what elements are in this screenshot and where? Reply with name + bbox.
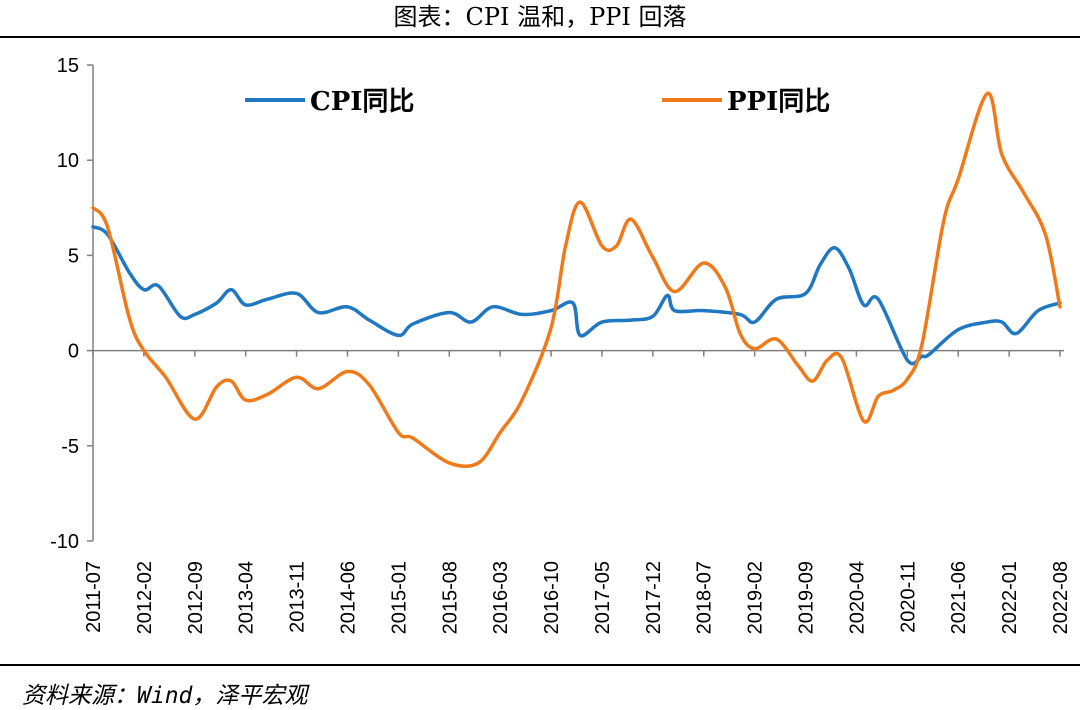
x-tick-label: 2020-11 — [897, 561, 919, 633]
x-tick-label: 2017-12 — [643, 561, 665, 634]
x-tick-label: 2012-02 — [134, 561, 156, 634]
y-tick-label: 10 — [57, 150, 79, 172]
ppi-series-line — [91, 91, 1062, 469]
bottom-rule — [0, 664, 1080, 666]
x-tick-label: 2020-04 — [846, 561, 868, 634]
x-tick-label: 2022-01 — [999, 561, 1021, 634]
chart-title: 图表：CPI 温和，PPI 回落 — [393, 3, 687, 31]
y-tick-label: -5 — [61, 436, 79, 458]
x-tick-label: 2022-08 — [1050, 561, 1072, 634]
y-tick-label: -10 — [50, 531, 79, 553]
x-tick-label: 2014-06 — [337, 561, 359, 634]
x-axis: 2011-07 2012-02 2012-09 2013-04 2013-11 2014-… — [83, 349, 1072, 634]
x-tick-label: 2015-01 — [388, 561, 410, 634]
legend-cpi-label: CPI同比 — [310, 87, 414, 117]
x-tick-label: 2016-10 — [541, 561, 563, 634]
x-tick-label: 2012-09 — [185, 561, 207, 634]
x-tick-label: 2019-02 — [745, 561, 767, 634]
x-tick-label: 2019-09 — [796, 561, 818, 634]
x-tick-label: 2013-11 — [287, 561, 309, 633]
legend-ppi-label: PPI同比 — [727, 87, 830, 117]
y-tick-label: 5 — [68, 245, 79, 267]
y-axis: 15 10 5 0 -5 -10 — [50, 55, 94, 553]
x-tick-label: 2021-06 — [948, 561, 970, 634]
x-tick-label: 2017-05 — [592, 561, 614, 634]
x-tick-label: 2013-04 — [236, 561, 258, 634]
x-tick-label: 2015-08 — [439, 561, 461, 634]
top-rule — [0, 36, 1080, 38]
x-tick-label: 2016-03 — [490, 561, 512, 634]
legend: CPI同比 PPI同比 — [245, 87, 830, 117]
x-tick-label: 2011-07 — [83, 561, 105, 633]
cpi-series-line — [91, 225, 1062, 366]
source-note: 资料来源：Wind，泽平宏观 — [22, 683, 308, 709]
x-tick-label: 2018-07 — [694, 561, 716, 634]
y-tick-label: 0 — [68, 341, 79, 363]
series-lines — [91, 91, 1062, 469]
y-tick-label: 15 — [57, 55, 79, 77]
